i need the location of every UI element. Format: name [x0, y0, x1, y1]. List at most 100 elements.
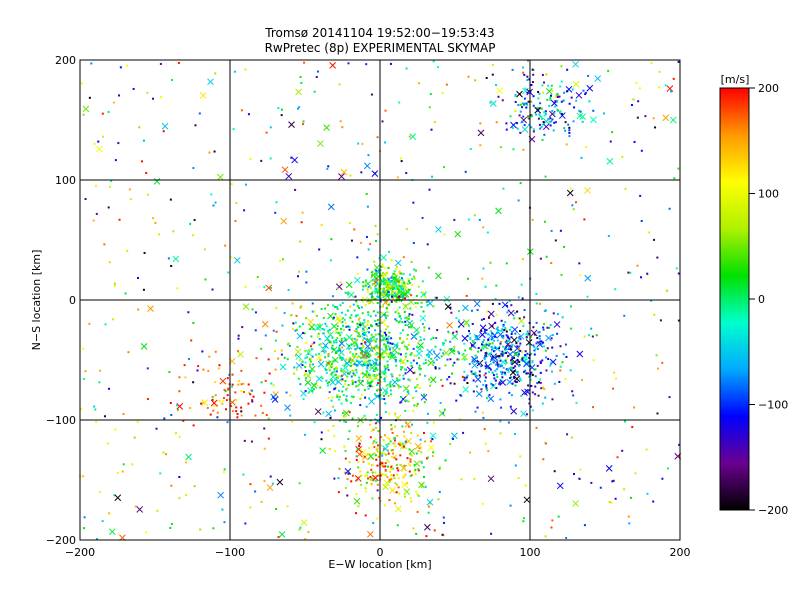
point-dot-marker — [543, 345, 546, 348]
point-dot-marker — [82, 347, 85, 350]
point-dot-marker — [491, 371, 494, 374]
point-dot-marker — [192, 167, 195, 170]
point-dot-marker — [394, 482, 397, 485]
point-dot-marker — [505, 305, 508, 308]
point-dot-marker — [412, 359, 415, 362]
point-dot-marker — [387, 294, 390, 297]
point-x-marker — [510, 336, 518, 344]
point-dot-marker — [480, 329, 483, 332]
point-dot-marker — [133, 436, 136, 439]
point-dot-marker — [571, 88, 574, 91]
point-dot-marker — [335, 338, 338, 341]
point-x-marker — [308, 323, 316, 331]
point-dot-marker — [415, 404, 418, 407]
point-dot-marker — [523, 124, 526, 127]
point-dot-marker — [461, 375, 464, 378]
point-dot-marker — [170, 413, 173, 416]
point-dot-marker — [408, 463, 411, 466]
point-x-marker — [473, 333, 481, 341]
point-dot-marker — [532, 104, 535, 107]
point-dot-marker — [177, 409, 180, 412]
point-dot-marker — [441, 384, 444, 387]
point-dot-marker — [399, 157, 402, 160]
point-dot-marker — [386, 281, 389, 284]
point-dot-marker — [512, 366, 515, 369]
point-x-marker — [185, 453, 192, 461]
point-x-marker — [233, 256, 241, 264]
point-dot-marker — [386, 289, 389, 292]
point-dot-marker — [404, 492, 407, 495]
point-dot-marker — [357, 360, 360, 363]
point-dot-marker — [400, 365, 403, 368]
point-dot-marker — [397, 469, 400, 472]
point-dot-marker — [298, 482, 301, 485]
point-x-marker — [523, 496, 531, 504]
point-dot-marker — [365, 63, 368, 66]
point-dot-marker — [367, 299, 370, 302]
point-x-marker — [347, 291, 355, 299]
point-dot-marker — [514, 365, 517, 368]
point-dot-marker — [366, 205, 369, 208]
point-dot-marker — [380, 436, 383, 439]
point-dot-marker — [423, 329, 426, 332]
point-dot-marker — [347, 62, 350, 65]
point-dot-marker — [646, 492, 649, 495]
point-dot-marker — [579, 274, 582, 277]
point-x-marker — [371, 359, 379, 367]
point-x-marker — [382, 445, 389, 453]
point-dot-marker — [366, 268, 369, 271]
point-dot-marker — [378, 373, 381, 376]
point-dot-marker — [312, 363, 315, 366]
point-dot-marker — [505, 348, 508, 351]
point-dot-marker — [519, 338, 522, 341]
point-dot-marker — [263, 391, 266, 394]
point-dot-marker — [437, 498, 440, 501]
point-dot-marker — [553, 382, 556, 385]
point-dot-marker — [339, 349, 342, 352]
point-dot-marker — [401, 361, 404, 364]
point-dot-marker — [495, 373, 498, 376]
point-dot-marker — [384, 504, 387, 507]
point-dot-marker — [540, 342, 543, 345]
point-dot-marker — [395, 319, 398, 322]
point-x-marker — [572, 500, 579, 507]
point-dot-marker — [338, 355, 341, 358]
point-dot-marker — [493, 355, 496, 358]
point-dot-marker — [393, 502, 396, 505]
point-dot-marker — [311, 342, 314, 345]
point-dot-marker — [507, 354, 510, 357]
point-dot-marker — [570, 436, 573, 439]
point-dot-marker — [281, 324, 284, 327]
point-dot-marker — [359, 397, 362, 400]
point-dot-marker — [438, 490, 441, 493]
point-dot-marker — [381, 265, 384, 268]
point-dot-marker — [525, 372, 528, 375]
point-dot-marker — [481, 502, 484, 505]
point-dot-marker — [394, 445, 397, 448]
point-dot-marker — [639, 276, 642, 279]
point-dot-marker — [543, 220, 546, 223]
point-dot-marker — [309, 360, 312, 363]
point-x-marker — [496, 87, 504, 95]
point-dot-marker — [501, 328, 504, 331]
point-dot-marker — [517, 365, 520, 368]
point-x-marker — [390, 351, 398, 359]
point-dot-marker — [385, 390, 388, 393]
point-x-marker — [280, 217, 288, 225]
point-dot-marker — [393, 356, 396, 359]
point-dot-marker — [336, 308, 339, 311]
point-dot-marker — [339, 304, 342, 307]
point-x-marker — [279, 363, 287, 371]
point-x-marker — [305, 349, 312, 357]
point-dot-marker — [137, 276, 140, 279]
point-dot-marker — [101, 520, 104, 523]
point-dot-marker — [519, 349, 522, 352]
point-dot-marker — [370, 274, 373, 277]
point-x-marker — [242, 303, 250, 310]
point-dot-marker — [457, 319, 460, 322]
point-dot-marker — [548, 326, 551, 329]
point-dot-marker — [363, 360, 366, 363]
point-x-marker — [383, 479, 390, 487]
point-dot-marker — [342, 394, 345, 397]
point-x-marker — [319, 447, 327, 455]
